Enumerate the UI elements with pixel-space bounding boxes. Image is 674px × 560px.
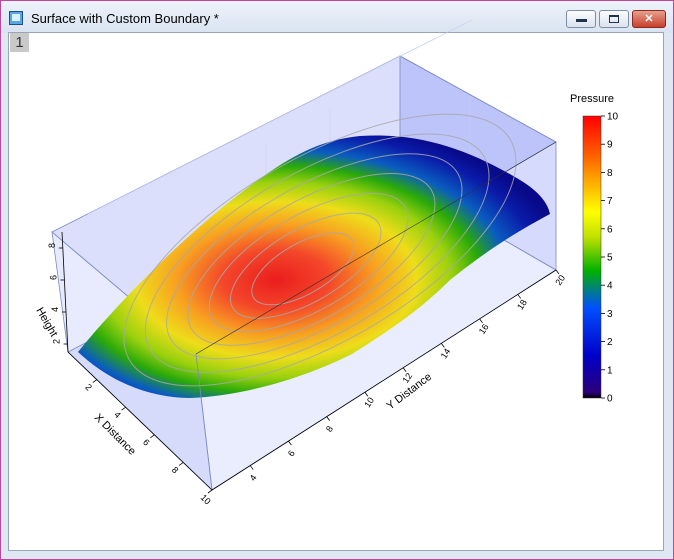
x-tick [121,406,126,411]
y-tick [326,416,330,421]
y-tick [249,465,254,470]
colorbar-tick-label: 8 [607,168,613,179]
contour-line [166,153,463,360]
close-button[interactable]: ✕ [632,10,666,28]
contour-line [144,133,490,373]
x-tick [92,379,98,383]
colorbar-tick-label: 2 [607,337,613,348]
colorbar-tick-label: 3 [607,309,613,320]
colorbar-tick-label: 4 [607,281,613,292]
colorbar-tick-label: 0 [607,394,613,405]
z-tick-label: 4 [50,307,60,312]
y-tick [364,391,369,397]
z-tick-label: 2 [52,339,62,344]
x-tick [178,462,184,466]
x-tick-label: 2 [83,382,94,393]
x-tick-label: 6 [141,437,152,448]
graph-window-icon[interactable] [9,11,23,25]
colorbar-tick-label: 7 [607,196,613,207]
z-axis-line [61,231,69,353]
y-tick [288,440,292,446]
close-icon: ✕ [644,13,654,25]
colorbar [582,115,602,399]
y-tick-label: 6 [286,449,297,459]
y-tick [479,318,483,324]
box-edge [195,141,557,355]
x-tick [150,434,155,439]
title-bar[interactable]: Surface with Custom Boundary * ✕ [1,1,673,33]
layer-1-tab[interactable]: 1 [10,33,29,52]
minimize-button[interactable] [566,10,596,28]
colorbar-title: Pressure [569,93,615,105]
contour-line [251,232,355,306]
colorbar-tick-label: 9 [607,140,613,151]
minimize-icon [576,19,587,22]
front-vertical-edge [195,353,213,491]
contour-lines [123,113,517,387]
z-tick-label: 6 [48,275,58,280]
z-tick-label: 8 [47,243,57,248]
x-tick-label: 8 [170,465,181,476]
x-tick-label: 4 [112,410,123,421]
y-tick-label: 12 [400,371,414,385]
y-tick-label: 8 [324,424,335,434]
window-title: Surface with Custom Boundary * [31,11,219,26]
maximize-button[interactable] [599,10,629,28]
colorbar-ticks: 0 1 2 3 4 5 6 7 8 9 10 [601,112,619,405]
y-tick-label: 10 [362,395,376,409]
x-axis-line [67,351,213,491]
y-tick [517,294,522,299]
y-axis-line [211,269,557,491]
y-tick [555,269,560,275]
contour-line [187,173,436,346]
colorbar-tick-label: 6 [607,224,613,235]
colorbar-tick-label: 5 [607,253,613,264]
y-tick-label: 16 [477,322,491,336]
y-tick-label: 20 [553,273,567,287]
y-tick [441,343,445,348]
contour-line [123,113,517,387]
y-tick [402,367,407,373]
z-axis: 2 4 6 8 [47,231,69,353]
x-tick-label: 10 [199,492,213,506]
y-tick-label: 4 [248,473,259,483]
surface [78,135,550,399]
contour-line [208,192,409,333]
contour-line [229,212,382,319]
y-tick-label: 18 [515,298,529,312]
y-tick-label: 14 [439,347,453,361]
x-tick [207,489,213,494]
y-axis: 4 6 8 10 12 14 16 18 20 [211,269,567,491]
maximize-icon [609,15,619,23]
colorbar-tick-label: 10 [607,112,619,123]
colorbar-tick-label: 1 [607,365,613,376]
